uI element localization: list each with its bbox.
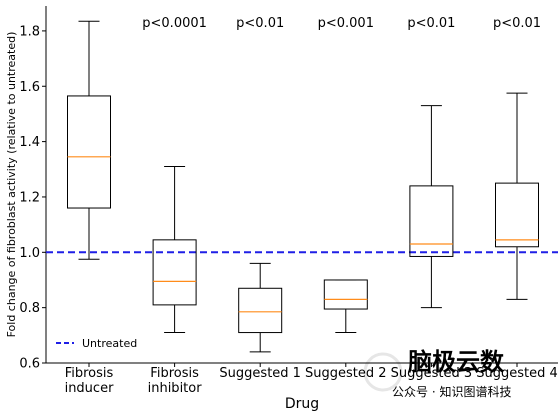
watermark-caption: 公众号 · 知识图谱科技 (392, 385, 511, 399)
labels-group: Fibrosisinducerp<0.0001Fibrosisinhibitor… (65, 16, 558, 396)
x-category-label: Suggested 1 (219, 366, 301, 381)
x-category-label: inhibitor (148, 381, 203, 396)
box-5 (409, 105, 454, 309)
x-category-label: Fibrosis (150, 366, 199, 381)
iqr-box (67, 95, 111, 209)
box-1 (67, 20, 111, 260)
y-axis-label: Fold change of fibroblast activity (rela… (5, 32, 18, 338)
x-category-label: Fibrosis (65, 366, 114, 381)
box-2 (152, 166, 197, 334)
y-tick-label: 1.4 (19, 135, 40, 150)
x-category-label: inducer (65, 381, 114, 396)
x-category-label: Suggested 4 (476, 366, 558, 381)
significance-label: p<0.01 (493, 16, 541, 31)
box-6 (495, 92, 539, 300)
significance-label: p<0.001 (318, 16, 374, 31)
legend-label: Untreated (82, 337, 137, 350)
x-category-label: Suggested 2 (305, 366, 387, 381)
iqr-box (152, 239, 197, 306)
y-tick-label: 0.8 (19, 301, 40, 316)
iqr-box (323, 279, 368, 310)
watermark-logo-text: 脑极云数 (407, 348, 505, 376)
box-3 (238, 262, 283, 353)
significance-label: p<0.0001 (142, 16, 207, 31)
x-axis-label: Drug (285, 396, 319, 412)
box-4 (323, 279, 368, 334)
significance-label: p<0.01 (407, 16, 455, 31)
watermark-logo-icon (363, 352, 403, 392)
boxes-group (67, 20, 539, 353)
y-tick-label: 1.6 (19, 80, 40, 95)
y-tick-label: 1.8 (19, 24, 40, 39)
legend: Untreated (56, 337, 137, 350)
y-tick-label: 1.2 (19, 190, 40, 205)
y-tick-label: 0.6 (19, 357, 40, 372)
y-tick-label: 1.0 (19, 246, 40, 261)
significance-label: p<0.01 (236, 16, 284, 31)
iqr-box (495, 182, 539, 248)
iqr-box (409, 185, 454, 257)
x-category-label: Suggested 3 (391, 366, 473, 381)
iqr-box (238, 287, 283, 334)
